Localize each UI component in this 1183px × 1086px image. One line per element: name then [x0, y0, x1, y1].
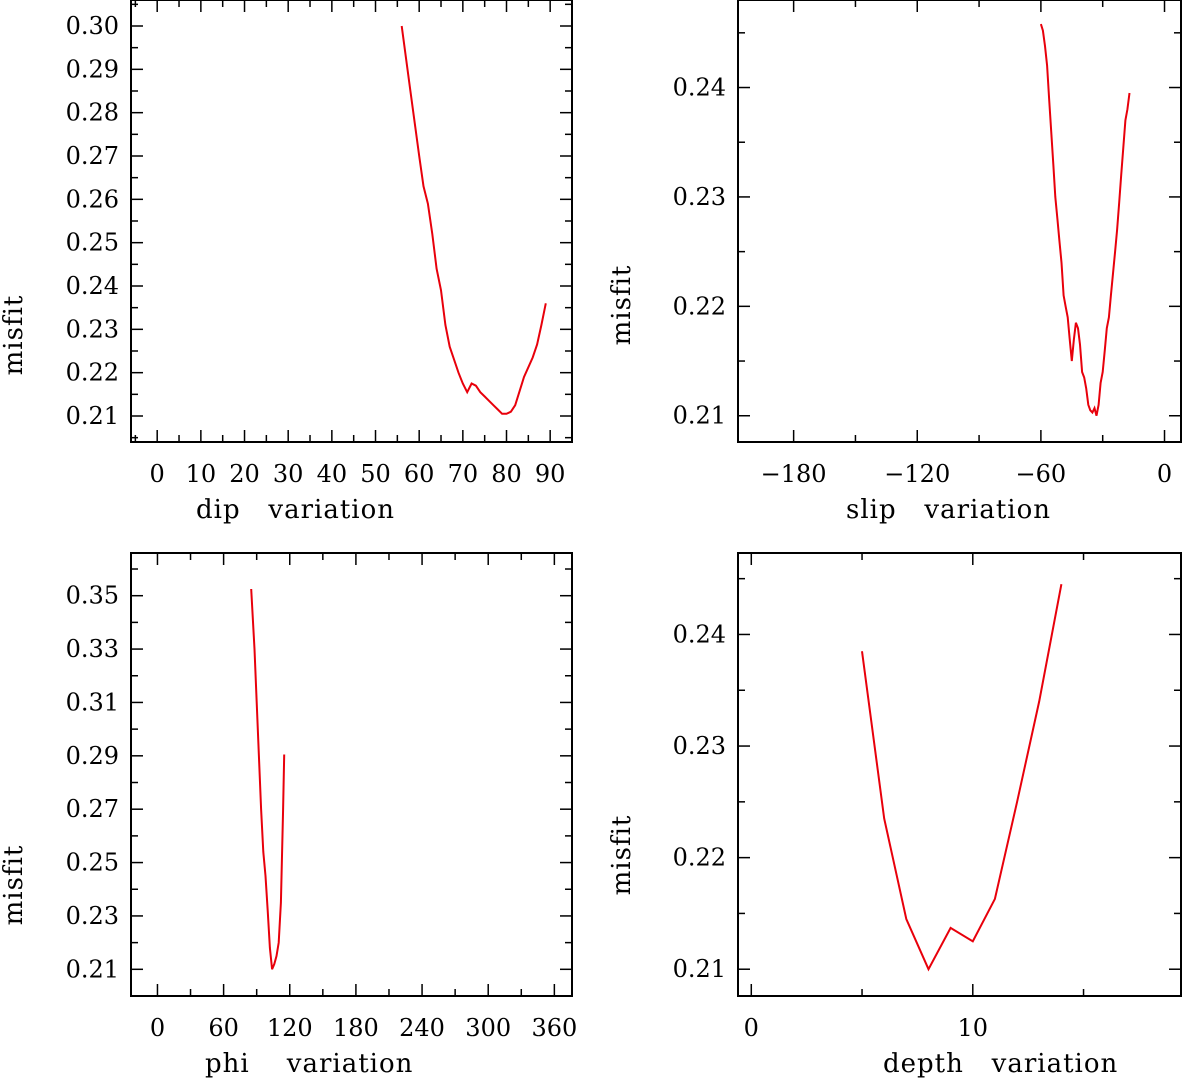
y-tick-label: 0.28 — [66, 99, 119, 127]
x-tick-label: −180 — [761, 460, 827, 488]
y-tick-label: 0.31 — [66, 688, 119, 716]
y-tick-label: 0.35 — [66, 582, 119, 610]
panel-3: 0 60 120 180 240 300 360 0.21 0.23 0.25 0.27 0.29 0.… — [0, 552, 577, 1079]
x-tick-label: 60 — [208, 1014, 239, 1042]
y-tick-label: 0.24 — [673, 74, 726, 102]
x-tick-label: 0 — [150, 1014, 165, 1042]
y-tick-label: 0.21 — [66, 402, 119, 430]
y-tick-label: 0.23 — [66, 315, 119, 343]
y-tick-label: 0.27 — [66, 142, 119, 170]
x-axis-title: slip variation — [846, 495, 1051, 525]
y-tick-label: 0.22 — [66, 359, 119, 387]
panel-2: −180 −120 −60 0 0.21 0.22 0.23 0.24 slip variati… — [607, 0, 1182, 525]
x-tick-label: 60 — [404, 460, 435, 488]
x-tick-label: 360 — [531, 1014, 577, 1042]
x-tick-label: 180 — [333, 1014, 379, 1042]
y-axis-title: misfit — [0, 295, 29, 376]
y-tick-label: 0.30 — [66, 12, 119, 40]
y-tick-label: 0.22 — [673, 292, 726, 320]
panel-1: 0 10 20 30 40 50 60 70 80 90 0.21 0.22 0.23 0.24 0.25 0… — [0, 0, 573, 525]
x-tick-label: 70 — [448, 460, 479, 488]
x-tick-label: 0 — [1157, 460, 1172, 488]
y-tick-label: 0.29 — [66, 742, 119, 770]
x-axis-title: depth variation — [883, 1049, 1118, 1079]
y-axis-title: misfit — [607, 815, 637, 896]
x-tick-label: 90 — [535, 460, 566, 488]
y-tick-label: 0.27 — [66, 795, 119, 823]
misfit-curve — [1039, 23, 1131, 416]
y-tick-label: 0.33 — [66, 635, 119, 663]
misfit-curve — [861, 584, 1063, 972]
x-tick-label: −120 — [884, 460, 950, 488]
y-axis-title: misfit — [0, 845, 29, 926]
y-tick-label: 0.21 — [673, 402, 726, 430]
x-tick-label: 120 — [267, 1014, 313, 1042]
x-tick-label: 0 — [150, 460, 165, 488]
panel-4: 0 10 0.21 0.22 0.23 0.24 depth variation misfit — [607, 552, 1182, 1079]
x-tick-label: 40 — [317, 460, 348, 488]
x-tick-label: 20 — [229, 460, 260, 488]
y-tick-label: 0.23 — [673, 183, 726, 211]
y-tick-label: 0.29 — [66, 55, 119, 83]
y-tick-label: 0.25 — [66, 849, 119, 877]
y-axis-title: misfit — [607, 265, 637, 346]
plot-frame — [130, 552, 573, 997]
plot-frame — [130, 0, 573, 443]
y-tick-label: 0.21 — [66, 955, 119, 983]
x-tick-label: 30 — [273, 460, 304, 488]
x-tick-label: 300 — [465, 1014, 511, 1042]
x-tick-label: −60 — [1016, 460, 1067, 488]
x-axis-title: phi variation — [205, 1049, 413, 1079]
x-tick-label: 10 — [186, 460, 217, 488]
y-tick-label: 0.24 — [66, 272, 119, 300]
plot-frame — [737, 0, 1182, 443]
y-tick-label: 0.21 — [673, 955, 726, 983]
y-tick-label: 0.24 — [673, 620, 726, 648]
plot-frame — [737, 552, 1182, 997]
y-tick-label: 0.22 — [673, 844, 726, 872]
x-tick-label: 0 — [744, 1014, 759, 1042]
y-tick-label: 0.26 — [66, 185, 119, 213]
y-tick-label: 0.23 — [66, 902, 119, 930]
x-tick-label: 80 — [491, 460, 522, 488]
x-tick-label: 50 — [360, 460, 391, 488]
misfit-curve — [250, 588, 286, 970]
x-axis-title: dip variation — [196, 495, 395, 525]
misfit-curve — [400, 25, 547, 415]
y-tick-label: 0.25 — [66, 229, 119, 257]
y-tick-label: 0.23 — [673, 732, 726, 760]
x-tick-label: 10 — [958, 1014, 989, 1042]
x-tick-label: 240 — [399, 1014, 445, 1042]
